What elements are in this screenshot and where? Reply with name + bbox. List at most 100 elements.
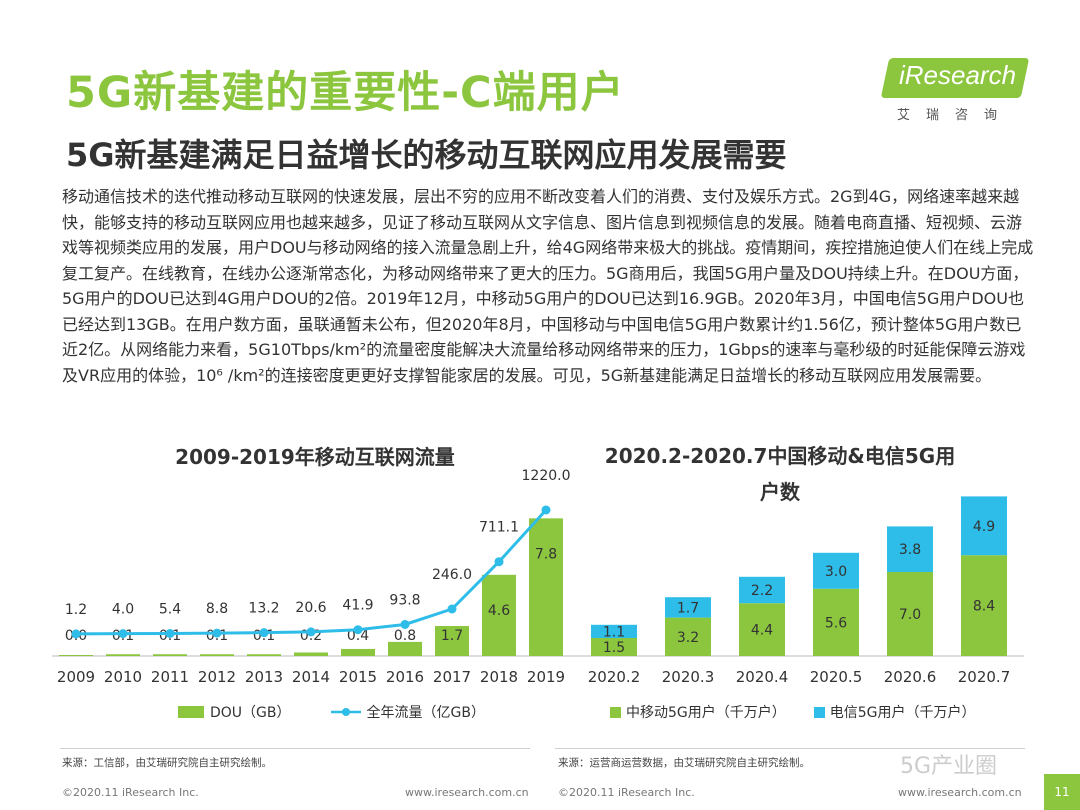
mobile-value-label: 1.5 xyxy=(603,640,625,656)
x-tick-label: 2014 xyxy=(292,668,330,686)
page-title: 5G新基建的重要性-C端用户 xyxy=(66,68,625,118)
mobile-bar xyxy=(739,603,785,656)
traffic-value-label: 93.8 xyxy=(389,592,420,608)
body-paragraph: 移动通信技术的迭代推动移动互联网的快速发展，层出不穷的应用不断改变着人们的消费、… xyxy=(62,187,1034,385)
traffic-value-label: 1220.0 xyxy=(522,468,571,484)
mobile-bar xyxy=(813,588,859,656)
page-subtitle: 5G新基建满足日益增长的移动互联网应用发展需要 xyxy=(66,136,787,174)
x-tick-label: 2009 xyxy=(57,668,95,686)
dou-bar xyxy=(529,518,563,656)
mobile-value-label: 7.0 xyxy=(899,607,921,623)
dou-value-label: 0.8 xyxy=(394,628,416,644)
right-divider xyxy=(555,748,1025,749)
dou-bar xyxy=(294,652,328,656)
x-tick-label: 2011 xyxy=(151,668,189,686)
mobile-value-label: 3.2 xyxy=(677,630,699,646)
x-tick-label: 2013 xyxy=(245,668,283,686)
traffic-value-label: 5.4 xyxy=(159,601,181,617)
left-source: 来源：工信部，由艾瑞研究院自主研究绘制。 xyxy=(62,757,272,769)
telecom-value-label: 3.0 xyxy=(825,564,847,580)
traffic-point xyxy=(447,604,457,614)
footer-right-url: www.iresearch.com.cn xyxy=(898,786,1022,799)
telecom-bar xyxy=(739,576,785,604)
telecom-value-label: 1.1 xyxy=(603,624,625,640)
dou-value-label: 7.8 xyxy=(535,546,557,562)
dou-bar xyxy=(435,626,469,656)
x-tick-label: 2010 xyxy=(104,668,142,686)
traffic-value-label: 711.1 xyxy=(479,520,519,536)
right-chart-title: 2020.2-2020.7中国移动&电信5G用户数 xyxy=(604,444,956,504)
page-number: 11 xyxy=(1044,774,1080,810)
mobile-bar xyxy=(591,638,637,656)
dou-value-label: 0.4 xyxy=(347,628,369,644)
legend-traffic-label: 全年流量（亿GB） xyxy=(366,705,485,721)
x-tick-label: 2018 xyxy=(480,668,518,686)
footer-left-url: www.iresearch.com.cn xyxy=(405,786,529,799)
traffic-point xyxy=(353,625,363,635)
x-tick-label: 2020.6 xyxy=(884,668,937,686)
x-tick-label: 2020.3 xyxy=(662,668,715,686)
traffic-point xyxy=(71,629,81,639)
x-tick-label: 2015 xyxy=(339,668,377,686)
telecom-bar xyxy=(665,597,711,618)
dou-bar xyxy=(482,574,516,656)
telecom-bar xyxy=(961,496,1007,556)
left-chart-title: 2009-2019年移动互联网流量 xyxy=(175,445,455,469)
logo-subtext: 艾瑞咨询 xyxy=(897,108,1014,123)
traffic-value-label: 4.0 xyxy=(112,602,134,618)
dou-bar xyxy=(247,654,281,656)
traffic-point xyxy=(165,628,175,638)
traffic-point xyxy=(400,619,410,629)
legend-telecom-label: 电信5G用户（千万户） xyxy=(829,705,976,721)
left-legend: DOU（GB） 全年流量（亿GB） xyxy=(178,702,485,722)
iresearch-logo: iResearch 艾瑞咨询 xyxy=(880,58,1030,128)
dou-value-label: 1.7 xyxy=(441,628,463,644)
dou-value-label: 4.6 xyxy=(488,603,510,619)
traffic-value-label: 246.0 xyxy=(432,567,472,583)
legend-mobile-label: 中移动5G用户（千万户） xyxy=(626,705,786,721)
traffic-value-label: 1.2 xyxy=(65,602,87,618)
5g-users-chart: 1.51.1 2020.2 3.2 1.7 2020.3 4.4 2.2 2020.4 5.6 3… xyxy=(572,496,1024,686)
right-source: 来源：运营商运营数据，由艾瑞研究院自主研究绘制。 xyxy=(558,757,810,769)
telecom-bar xyxy=(813,552,859,589)
mobile-value-label: 4.4 xyxy=(751,623,773,639)
traffic-point xyxy=(118,629,128,639)
dou-bar xyxy=(341,648,375,656)
traffic-value-label: 13.2 xyxy=(248,601,279,617)
mobile-bar xyxy=(961,555,1007,656)
mobile-value-label: 5.6 xyxy=(825,615,847,631)
legend-line-swatch xyxy=(330,708,361,716)
footer-right-copyright: ©2020.11 iResearch Inc. xyxy=(558,786,695,799)
x-tick-label: 2012 xyxy=(198,668,236,686)
traffic-point xyxy=(306,627,316,637)
footer-left-copyright: ©2020.11 iResearch Inc. xyxy=(62,786,199,799)
traffic-value-label: 41.9 xyxy=(342,598,373,614)
x-tick-label: 2020.4 xyxy=(736,668,789,686)
legend-telecom-swatch xyxy=(813,706,825,718)
telecom-bar xyxy=(887,526,933,572)
traffic-value-label: 8.8 xyxy=(206,601,228,617)
mobile-bar xyxy=(665,617,711,656)
x-tick-label: 2020.5 xyxy=(810,668,863,686)
telecom-bar xyxy=(591,624,637,638)
x-tick-label: 2020.7 xyxy=(958,668,1011,686)
x-tick-label: 2020.2 xyxy=(588,668,641,686)
dou-bar xyxy=(388,641,422,656)
x-tick-label: 2016 xyxy=(386,668,424,686)
logo-text: iResearch xyxy=(899,60,1017,90)
left-divider xyxy=(60,748,530,749)
dou-bar xyxy=(200,654,234,656)
right-legend: 中移动5G用户（千万户） 电信5G用户（千万户） xyxy=(610,702,976,722)
telecom-value-label: 4.9 xyxy=(973,519,995,535)
x-tick-label: 2017 xyxy=(433,668,471,686)
telecom-value-label: 3.8 xyxy=(899,542,921,558)
dou-bar xyxy=(59,655,93,656)
dou-bar xyxy=(106,654,140,656)
telecom-value-label: 1.7 xyxy=(677,600,699,616)
watermark: 5G产业圈 xyxy=(900,754,998,779)
dou-bar xyxy=(153,654,187,656)
traffic-point xyxy=(259,628,269,638)
mobile-value-label: 8.4 xyxy=(973,599,995,615)
telecom-value-label: 2.2 xyxy=(751,583,773,599)
x-tick-label: 2019 xyxy=(527,668,565,686)
